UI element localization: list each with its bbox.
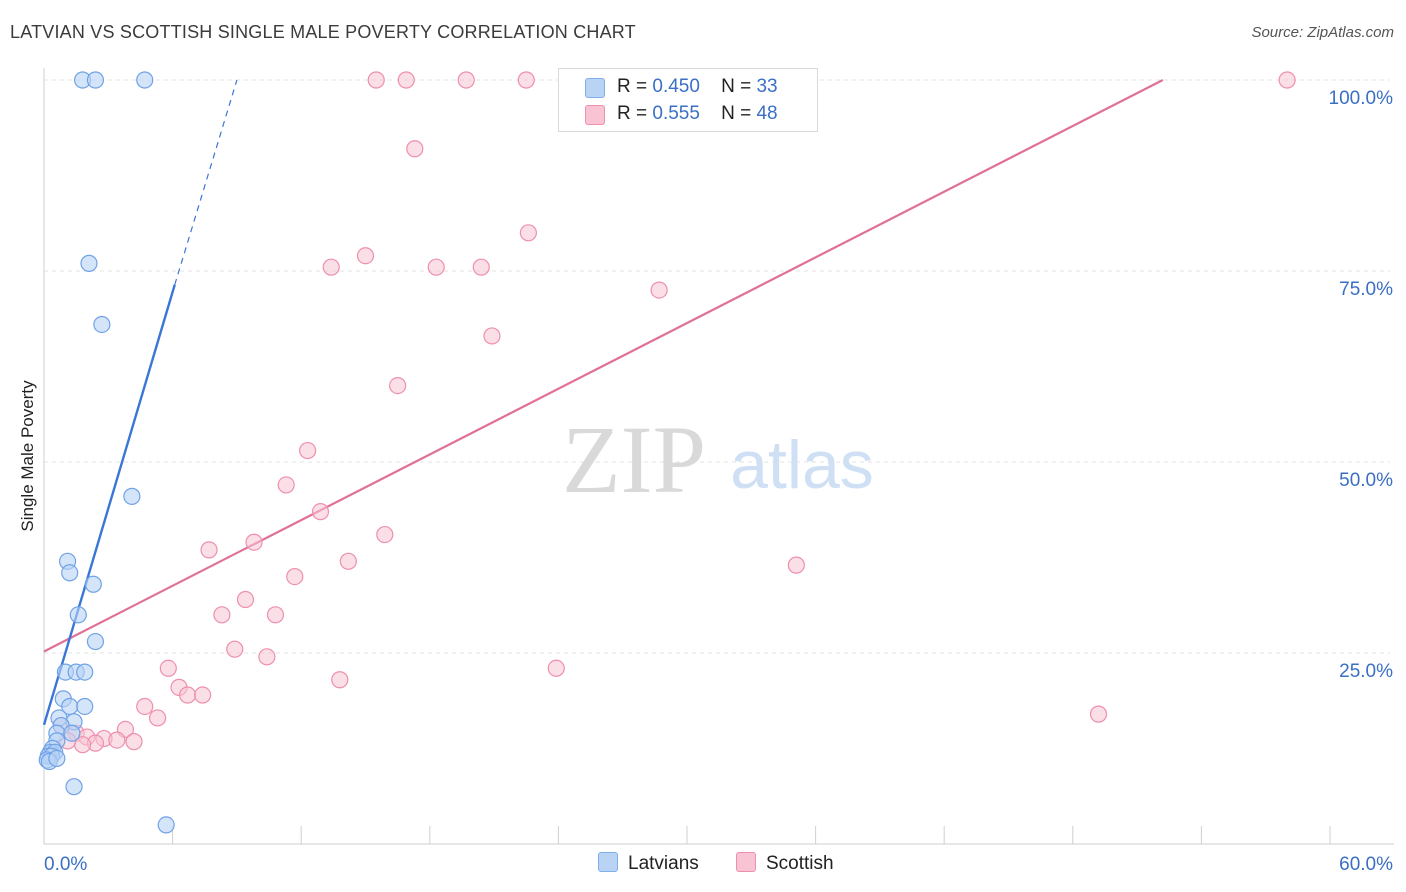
legend-n-value-scottish: 48 xyxy=(756,103,778,124)
series-legend-latvians[interactable]: Latvians xyxy=(598,852,699,875)
scottish-point xyxy=(159,659,177,677)
legend-swatch-scottish xyxy=(585,105,605,125)
watermark: ZIP atlas xyxy=(562,406,874,513)
latvians-label: Latvians xyxy=(628,853,699,874)
latvians-point xyxy=(61,564,79,582)
watermark-zip: ZIP xyxy=(562,406,706,513)
scottish-point xyxy=(547,659,565,677)
scottish-point xyxy=(331,671,349,689)
scottish-point xyxy=(258,648,276,666)
scottish-point xyxy=(376,525,394,544)
scottish-point xyxy=(226,640,244,658)
latvians-swatch xyxy=(598,852,618,872)
scottish-point xyxy=(200,541,218,559)
y-tick-labels: 25.0% 50.0% 75.0% 100.0% xyxy=(1329,88,1394,682)
trend-line-scottish xyxy=(43,79,1164,653)
chart-title: LATVIAN VS SCOTTISH SINGLE MALE POVERTY … xyxy=(10,22,636,42)
scottish-label: Scottish xyxy=(766,853,834,874)
y-tick-label: 25.0% xyxy=(1339,661,1393,682)
scottish-point xyxy=(1278,71,1296,89)
legend-n-label: N = xyxy=(721,76,752,97)
scottish-point xyxy=(472,258,490,276)
source-label: Source: ZipAtlas.com xyxy=(1251,24,1394,41)
y-tick-label: 100.0% xyxy=(1329,88,1394,109)
latvians-point xyxy=(136,71,154,89)
scottish-point xyxy=(277,476,295,494)
legend-swatch-latvians xyxy=(585,78,605,98)
scottish-point xyxy=(650,281,668,299)
latvians-point xyxy=(86,71,105,89)
trend-line-latvians xyxy=(42,284,176,726)
scottish-point xyxy=(148,709,167,727)
scottish-point xyxy=(356,247,375,265)
legend-r-label: R = xyxy=(617,76,648,97)
scottish-point xyxy=(339,552,357,570)
latvians-point xyxy=(84,575,102,593)
correlation-legend: R = 0.450 N = 33 R = 0.555 N = 48 xyxy=(558,68,818,132)
series-legend-scottish[interactable]: Scottish xyxy=(736,852,834,875)
latvians-point xyxy=(69,606,87,624)
latvians-point xyxy=(86,632,105,651)
latvians-point xyxy=(123,487,141,505)
x-tick-label-max: 60.0% xyxy=(1339,854,1393,875)
scottish-point xyxy=(517,71,535,89)
latvians-point xyxy=(63,724,81,742)
scottish-point xyxy=(125,733,143,751)
scottish-point xyxy=(311,503,330,521)
scottish-point xyxy=(483,327,501,345)
scottish-point xyxy=(179,686,197,704)
scottish-point xyxy=(136,697,154,716)
legend-r-value-latvians: 0.450 xyxy=(652,76,700,97)
trend-lines xyxy=(42,79,1164,726)
scottish-point xyxy=(457,71,475,89)
scottish-point xyxy=(427,258,445,276)
scottish-point xyxy=(194,686,212,704)
latvians-point xyxy=(76,697,94,716)
legend-n-label: N = xyxy=(721,103,752,124)
latvians-point xyxy=(80,254,98,272)
x-tick-labels: 0.0% 60.0% xyxy=(44,854,1393,875)
latvians-point xyxy=(93,315,111,334)
scottish-point xyxy=(322,258,340,276)
scottish-point xyxy=(245,533,263,551)
scottish-point xyxy=(286,567,304,586)
scottish-point xyxy=(397,71,415,89)
scottish-point xyxy=(266,606,285,624)
scottish-point xyxy=(519,224,537,242)
legend-n-value-latvians: 33 xyxy=(756,76,778,97)
trend-line-latvians-extension xyxy=(174,79,238,285)
scottish-point xyxy=(299,441,317,460)
latvians-point xyxy=(48,749,66,768)
scottish-point xyxy=(787,556,805,574)
scottish-point xyxy=(389,377,407,395)
scottish-point xyxy=(406,140,424,158)
data-points xyxy=(38,71,1296,834)
scottish-point xyxy=(213,606,231,624)
x-tick-label-min: 0.0% xyxy=(44,854,87,875)
axes xyxy=(43,68,1394,845)
legend-r-label: R = xyxy=(617,103,648,124)
gridlines xyxy=(44,79,1390,654)
latvians-point xyxy=(65,778,83,796)
scottish-swatch xyxy=(736,852,756,872)
latvians-point xyxy=(157,816,175,834)
latvians-point xyxy=(76,663,94,681)
scottish-point xyxy=(367,71,385,89)
watermark-atlas: atlas xyxy=(730,427,874,503)
y-tick-label: 75.0% xyxy=(1339,279,1393,300)
scottish-point xyxy=(108,731,126,749)
y-tick-label: 50.0% xyxy=(1339,470,1393,491)
legend-r-value-scottish: 0.555 xyxy=(652,103,700,124)
scottish-point xyxy=(236,590,255,609)
scottish-point xyxy=(1089,705,1108,723)
